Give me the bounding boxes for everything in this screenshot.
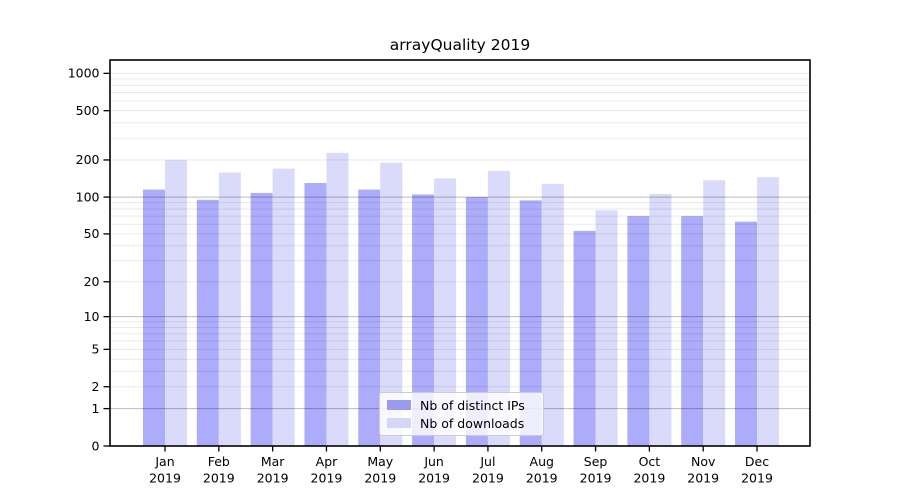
bar-jun-downloads [434,178,457,447]
legend-entry-distinct-ips: Nb of distinct IPs [387,397,534,413]
chart-title: arrayQuality 2019 [389,36,531,54]
x-tick-label-year-dec: 2019 [741,471,773,486]
bar-sep-distinct-ips [573,230,596,446]
bar-feb-distinct-ips [196,199,219,446]
bar-mar-distinct-ips [250,192,273,446]
bar-jul-distinct-ips [465,197,488,446]
y-tick-label-2: 2 [92,379,100,394]
y-tick-label-0: 0 [92,438,100,453]
x-tick-label-year-feb: 2019 [203,471,235,486]
x-tick-label-month-sep: Sep [584,454,608,469]
legend-swatch-downloads [387,418,411,428]
bar-oct-downloads [649,193,672,446]
bar-dec-downloads [757,177,780,446]
x-tick-label-year-nov: 2019 [687,471,719,486]
legend: Nb of distinct IPs Nb of downloads [379,392,544,436]
bar-jan-distinct-ips [143,189,165,447]
x-tick-label-month-feb: Feb [208,454,230,469]
legend-label-distinct-ips: Nb of distinct IPs [420,397,525,413]
x-tick-label-year-apr: 2019 [311,471,343,486]
x-tick-label-month-jan: Jan [154,454,174,469]
bar-nov-downloads [703,180,726,446]
x-tick-label-month-dec: Dec [745,454,769,469]
x-tick-label-year-sep: 2019 [580,471,612,486]
y-tick-label-200: 200 [76,152,100,167]
bar-aug-distinct-ips [519,200,542,446]
bar-sep-downloads [595,210,618,446]
x-tick-label-year-jun: 2019 [418,471,450,486]
x-tick-label-year-jan: 2019 [149,471,181,486]
y-tick-label-5: 5 [92,342,100,357]
x-tick-label-year-mar: 2019 [257,471,289,486]
legend-swatch-distinct-ips [387,400,411,410]
bar-may-distinct-ips [358,189,381,447]
x-tick-label-month-apr: Apr [316,454,338,469]
x-tick-label-month-mar: Mar [261,454,285,469]
bar-oct-distinct-ips [627,216,650,446]
y-tick-label-1000: 1000 [68,66,100,81]
x-tick-label-year-jul: 2019 [472,471,504,486]
plot-border [109,59,811,447]
legend-label-downloads: Nb of downloads [420,415,525,431]
x-tick-label-month-nov: Nov [691,454,716,469]
bar-apr-distinct-ips [304,183,327,446]
bar-may-downloads [380,162,403,446]
bar-jun-distinct-ips [412,194,435,446]
y-tick-label-100: 100 [76,189,100,204]
y-tick-label-500: 500 [76,103,100,118]
legend-entry-downloads: Nb of downloads [387,415,534,431]
y-tick-label-50: 50 [84,226,100,241]
x-tick-label-year-may: 2019 [364,471,396,486]
x-tick-label-month-may: May [367,454,393,469]
bar-feb-downloads [218,172,241,446]
y-tick-label-10: 10 [84,309,100,324]
x-tick-label-month-aug: Aug [530,454,554,469]
bar-jan-downloads [165,159,187,446]
bar-nov-distinct-ips [681,216,704,446]
bar-apr-downloads [326,152,349,446]
x-tick-label-year-aug: 2019 [526,471,558,486]
x-tick-label-year-oct: 2019 [633,471,665,486]
bar-aug-downloads [541,183,564,447]
bar-jul-downloads [487,170,510,447]
bar-dec-distinct-ips [735,221,758,446]
y-tick-label-20: 20 [84,274,100,289]
x-tick-label-month-jun: Jun [423,454,444,469]
x-tick-label-month-jul: Jul [479,454,495,469]
y-tick-label-1: 1 [92,401,100,416]
bar-mar-downloads [272,168,295,447]
x-tick-label-month-oct: Oct [639,454,661,469]
